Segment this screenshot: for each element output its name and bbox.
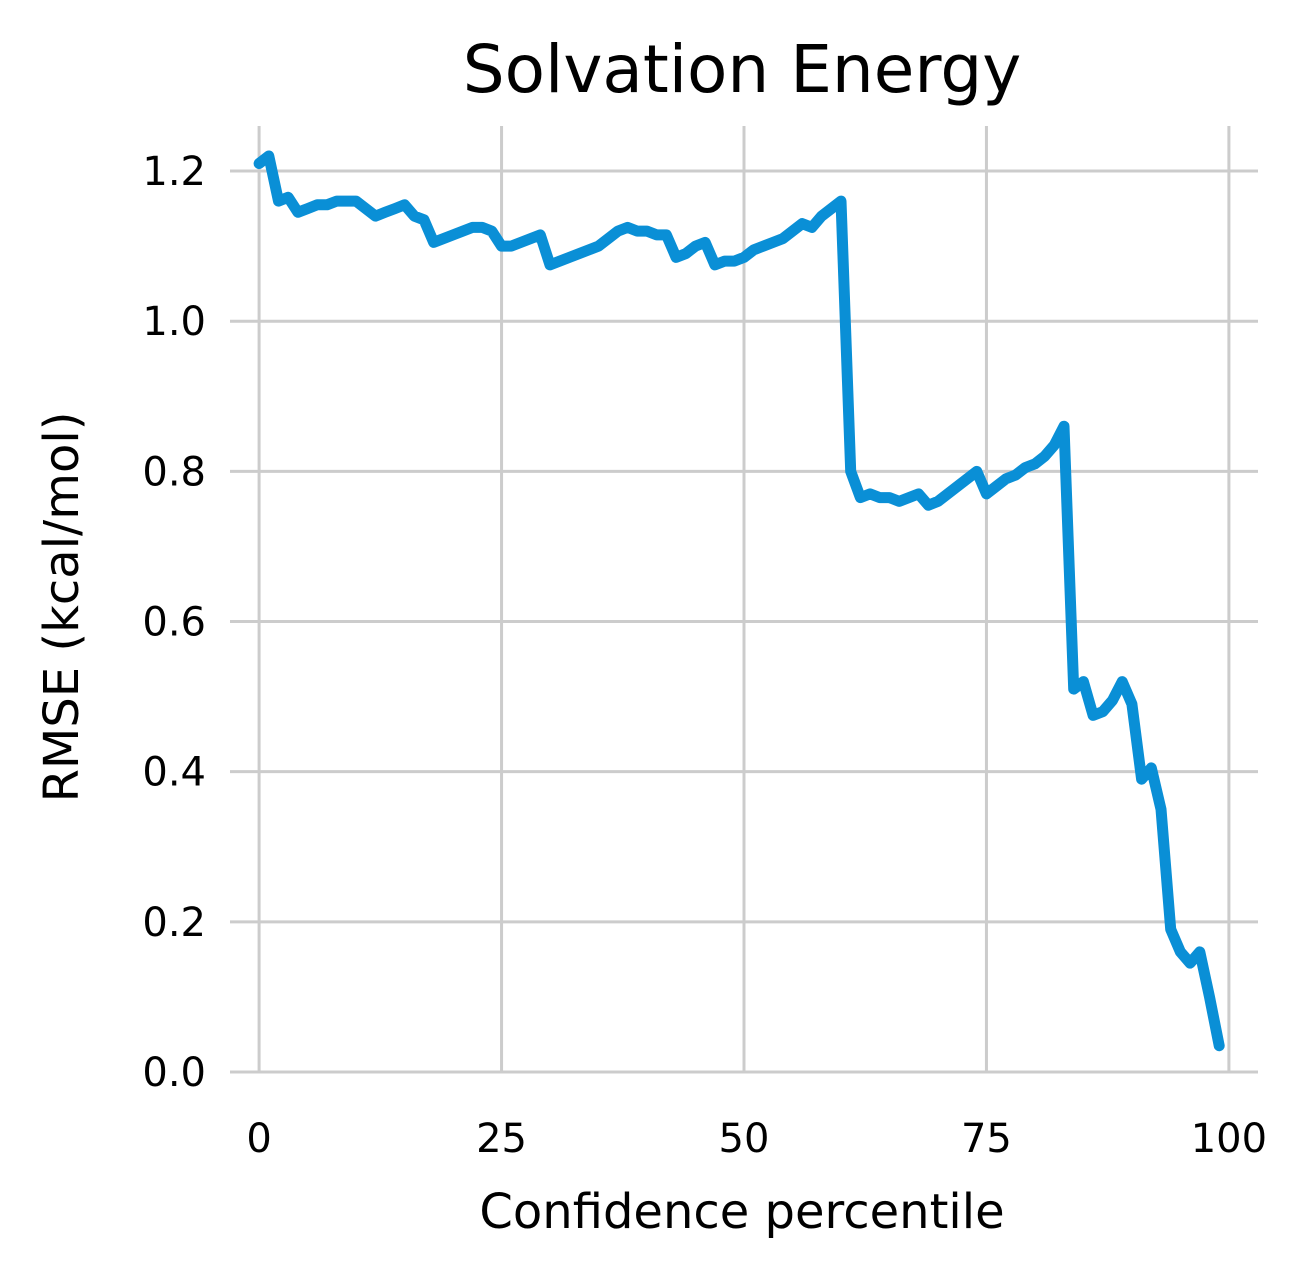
x-axis-label: Confidence percentile — [479, 1184, 1004, 1240]
x-tick-label: 50 — [719, 1116, 770, 1162]
chart-title: Solvation Energy — [463, 31, 1022, 108]
x-tick-label: 75 — [961, 1116, 1012, 1162]
x-tick-label: 25 — [476, 1116, 527, 1162]
x-tick-labels: 0 25 50 75 100 — [246, 1116, 1267, 1162]
y-axis-label: RMSE (kcal/mol) — [34, 412, 90, 803]
y-tick-label: 0.2 — [142, 900, 206, 946]
y-tick-label: 0.8 — [142, 449, 206, 495]
y-tick-labels: 0.0 0.2 0.4 0.6 0.8 1.0 1.2 — [142, 149, 206, 1096]
series-line — [253, 150, 1225, 1052]
y-tick-label: 1.2 — [142, 149, 206, 195]
y-tick-label: 1.0 — [142, 299, 206, 345]
y-tick-label: 0.4 — [142, 750, 206, 796]
grid — [230, 126, 1258, 1074]
x-tick-label: 100 — [1191, 1116, 1267, 1162]
x-tick-label: 0 — [246, 1116, 271, 1162]
y-tick-label: 0.6 — [142, 600, 206, 646]
series-group — [253, 150, 1225, 1052]
y-tick-label: 0.0 — [142, 1050, 206, 1096]
